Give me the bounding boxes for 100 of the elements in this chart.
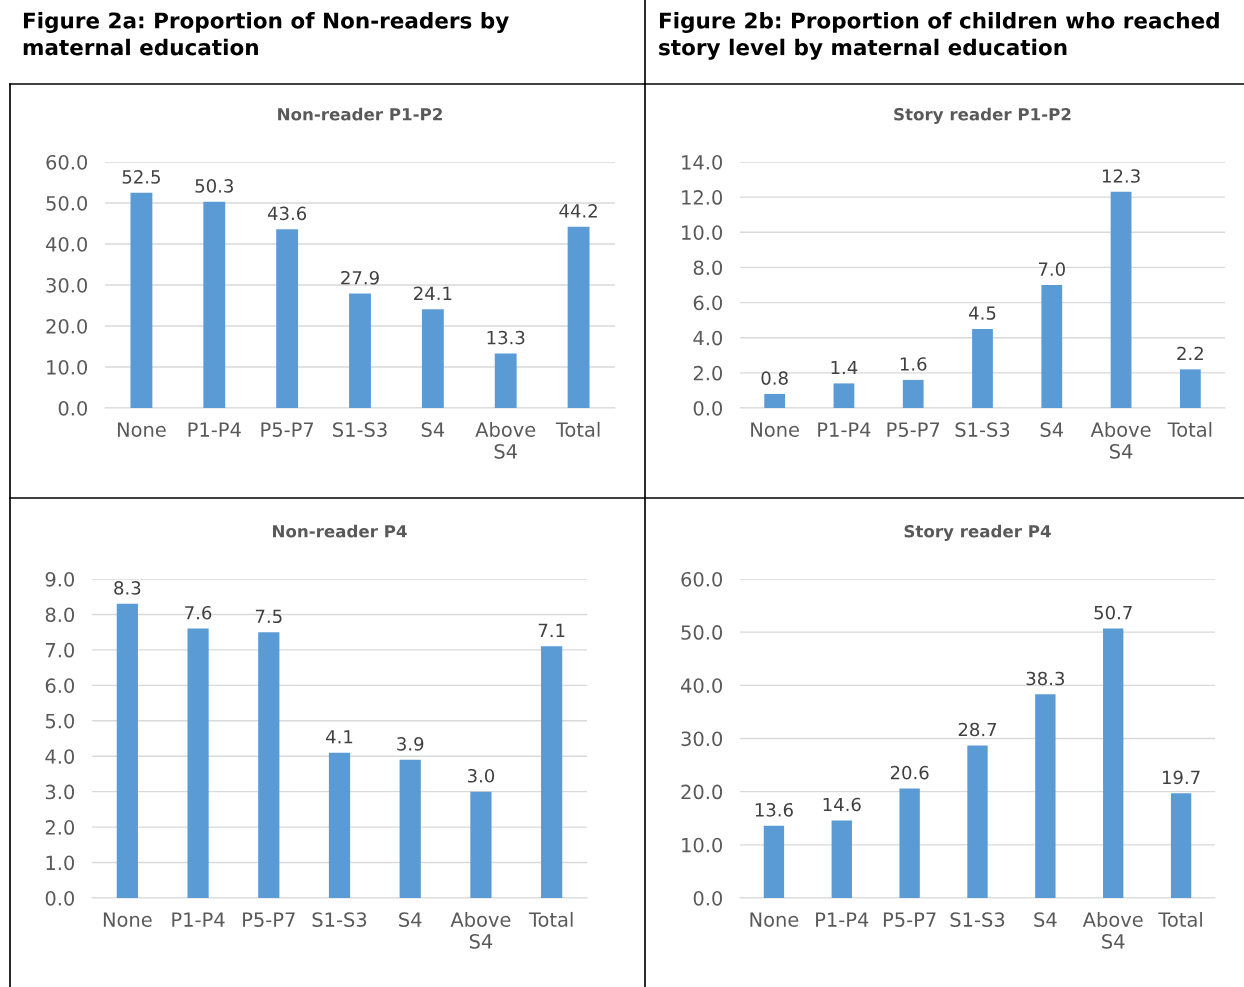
data-label: 1.4	[831, 360, 858, 375]
x-tick-label: S4	[1034, 912, 1057, 927]
data-label: 44.2	[559, 204, 597, 218]
bar	[1179, 369, 1201, 408]
data-label: 43.6	[267, 206, 307, 221]
y-tick-label: 8.0	[693, 260, 723, 276]
x-tick-label: Above S4	[450, 911, 511, 949]
bar	[763, 825, 785, 898]
bar	[899, 788, 920, 898]
bar	[764, 393, 786, 408]
x-tick-label: S1-S3	[955, 422, 1010, 437]
y-tick-label: 30.0	[681, 731, 723, 747]
y-tick-label: 10.0	[47, 359, 88, 375]
chart-title: Story reader P1-P2	[894, 107, 1071, 124]
y-tick-label: 20.0	[681, 784, 723, 800]
x-tick-label: P5-P7	[883, 912, 936, 927]
data-label: 2.2	[1177, 346, 1203, 361]
y-tick-label: 6.0	[45, 678, 75, 693]
x-tick-label: Total	[1167, 421, 1212, 437]
y-tick-label: 20.0	[46, 318, 88, 334]
y-tick-label: 9.0	[45, 571, 75, 587]
bar	[967, 745, 988, 898]
x-tick-label: S1-S3	[333, 422, 387, 437]
bar	[1103, 628, 1124, 898]
y-tick-label: 50.0	[681, 625, 723, 640]
data-label: 27.9	[341, 270, 379, 285]
bar	[1110, 191, 1132, 408]
data-label: 7.6	[185, 605, 212, 620]
bar	[328, 752, 351, 898]
data-label: 14.6	[823, 797, 861, 812]
data-label: 4.5	[969, 306, 996, 320]
data-label: 50.7	[1094, 605, 1132, 620]
data-label: 3.0	[467, 768, 495, 783]
x-tick-label: Total	[1158, 911, 1202, 927]
x-tick-label: S4	[399, 912, 422, 927]
x-tick-label: P5-P7	[887, 422, 940, 437]
x-tick-label: P1-P4	[818, 422, 871, 437]
y-tick-label: 5.0	[45, 713, 75, 729]
y-tick-label: 4.0	[693, 330, 723, 346]
bar	[972, 328, 993, 408]
data-label: 0.8	[761, 371, 788, 385]
chart-title: Non-reader P4	[273, 524, 407, 538]
bar	[1041, 285, 1063, 408]
y-tick-label: 8.0	[45, 607, 75, 623]
y-tick-label: 50.0	[46, 195, 88, 211]
bar	[258, 632, 280, 898]
y-tick-label: 6.0	[693, 295, 723, 311]
x-tick-label: P5-P7	[243, 912, 295, 927]
data-label: 24.1	[414, 286, 452, 300]
caption: Figure 2b: Proportion of children who reached story level by maternal education	[659, 12, 1219, 60]
bar	[494, 353, 517, 408]
x-tick-label: P1-P4	[172, 912, 225, 927]
y-tick-label: 0.0	[693, 400, 723, 416]
data-label: 20.6	[890, 765, 929, 780]
y-tick-label: 7.0	[46, 642, 75, 658]
bar	[130, 192, 153, 408]
y-tick-label: 10.0	[682, 837, 723, 853]
data-label: 4.1	[326, 730, 353, 744]
data-label: 19.7	[1162, 770, 1200, 785]
data-label: 7.5	[255, 609, 282, 624]
bar	[399, 759, 421, 898]
chart-title: Non-reader P1-P2	[278, 107, 442, 121]
y-tick-label: 0.0	[45, 890, 75, 906]
bar	[470, 791, 492, 898]
bar	[833, 383, 855, 408]
data-label: 7.1	[538, 623, 565, 638]
y-tick-label: 60.0	[46, 154, 88, 170]
y-tick-label: 14.0	[682, 154, 723, 170]
data-label: 3.9	[397, 737, 424, 751]
y-tick-label: 40.0	[680, 678, 723, 693]
y-tick-label: 2.0	[693, 365, 723, 381]
x-tick-label: None	[750, 912, 799, 927]
data-label: 52.5	[122, 170, 160, 184]
y-tick-label: 10.0	[682, 225, 723, 240]
data-label: 8.3	[114, 581, 141, 595]
x-tick-label: Above S4	[1082, 911, 1143, 949]
bar	[831, 820, 852, 898]
data-label: 1.6	[900, 357, 927, 371]
x-tick-label: None	[751, 422, 799, 437]
y-tick-label: 12.0	[682, 190, 723, 205]
y-tick-label: 40.0	[45, 236, 88, 252]
bar	[187, 628, 209, 898]
x-tick-label: None	[103, 912, 152, 927]
bar	[902, 379, 924, 408]
y-tick-label: 4.0	[45, 749, 75, 764]
data-label: 13.3	[487, 330, 525, 345]
bar	[421, 309, 444, 408]
bar	[567, 226, 590, 408]
x-tick-label: S1-S3	[312, 912, 367, 927]
x-tick-label: S4	[421, 422, 445, 437]
bar	[1035, 694, 1056, 898]
bar	[1170, 793, 1192, 898]
chart-title: Story reader P4	[904, 524, 1051, 541]
y-tick-label: 60.0	[681, 571, 723, 587]
x-tick-label: S1-S3	[950, 912, 1005, 927]
y-tick-label: 30.0	[46, 277, 88, 293]
bar	[116, 603, 138, 898]
x-tick-label: Total	[528, 911, 573, 927]
x-tick-label: None	[117, 422, 166, 437]
data-label: 13.6	[755, 802, 793, 817]
